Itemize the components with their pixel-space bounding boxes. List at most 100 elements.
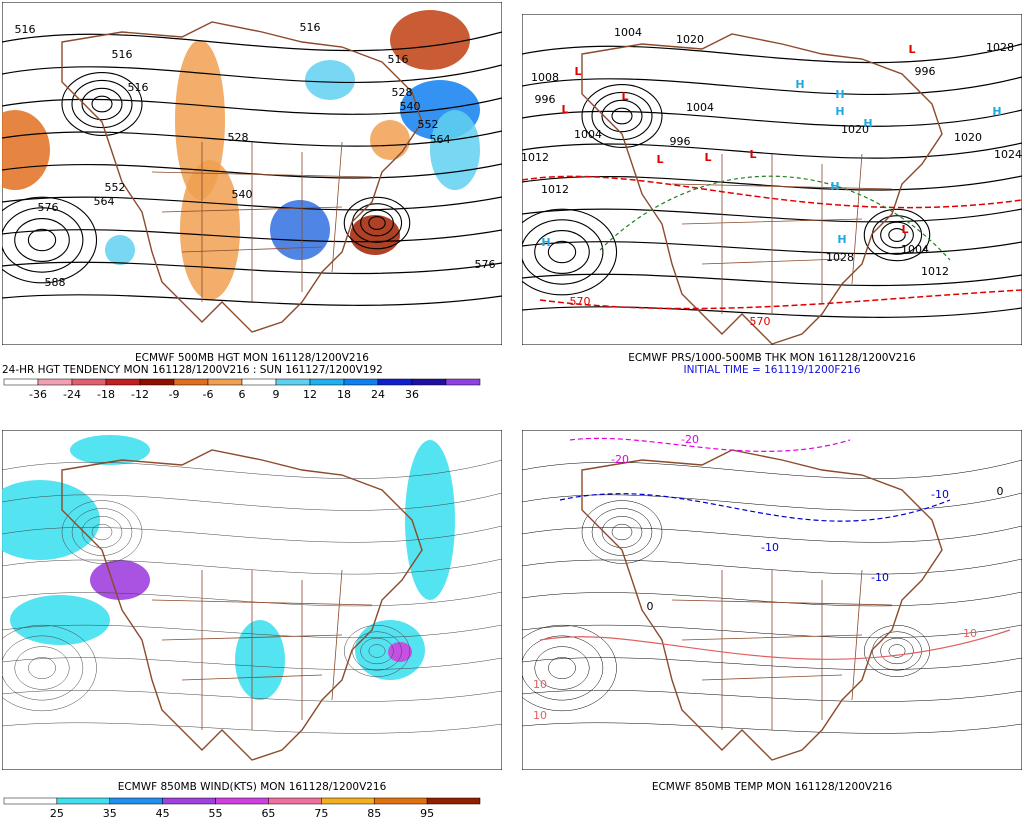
contour-line <box>2 689 502 702</box>
caption: ECMWF 850MB WIND(KTS) MON 161128/1200V21… <box>118 781 387 793</box>
colorbar-segment <box>377 378 413 386</box>
contour-label: 570 <box>570 295 591 308</box>
contour-ring <box>2 624 97 712</box>
tendency-area <box>105 235 135 265</box>
contour-label: 1008 <box>531 71 559 84</box>
temp-line <box>559 493 951 522</box>
contour-line <box>522 273 1022 287</box>
high-marker: H <box>863 117 872 130</box>
colorbar-segment <box>105 378 141 386</box>
colorbar-segment <box>3 378 39 386</box>
contour-label: 576 <box>38 201 59 214</box>
wind-area <box>2 480 100 560</box>
colorbar-segment <box>309 378 345 386</box>
low-marker: L <box>908 43 915 56</box>
contour-ring <box>343 196 411 250</box>
contour-ring <box>81 87 123 121</box>
low-marker: L <box>749 148 756 161</box>
contour-label: -10 <box>931 488 949 501</box>
contour-label: 540 <box>400 100 421 113</box>
contour-ring <box>880 221 914 249</box>
high-marker: H <box>830 180 839 193</box>
colorbar-label: -24 <box>63 388 81 401</box>
contour-ring <box>71 79 133 129</box>
contour-ring <box>2 635 84 701</box>
colorbar-label: 95 <box>420 807 434 819</box>
low-marker: L <box>561 103 568 116</box>
high-marker: H <box>837 233 846 246</box>
map-panel <box>522 430 1022 770</box>
thickness-line <box>539 289 1022 310</box>
map-panel <box>522 14 1022 345</box>
contour-label: 996 <box>670 135 691 148</box>
colorbar-label: 65 <box>261 807 275 819</box>
contour-label: -20 <box>611 453 629 466</box>
contour-label: 996 <box>535 93 556 106</box>
contour-ring <box>611 107 633 125</box>
colorbar-segment <box>268 797 322 805</box>
contour-ring <box>880 637 914 665</box>
contour-ring <box>352 631 402 671</box>
tendency-area <box>175 40 225 200</box>
contour-ring <box>2 207 84 273</box>
colorbar-label: -12 <box>131 388 149 401</box>
colorbar-segment <box>373 797 428 805</box>
contour-label: 1012 <box>521 151 549 164</box>
contour-line <box>2 492 502 511</box>
contour-ring <box>71 508 133 556</box>
colorbar-segment <box>411 378 447 386</box>
contour-ring <box>601 516 643 548</box>
contour-ring <box>368 216 386 230</box>
contour-line <box>2 657 502 670</box>
colorbar-segment <box>275 378 311 386</box>
contour-line <box>522 558 1022 575</box>
contour-label: -10 <box>761 541 779 554</box>
contour-ring <box>81 516 123 548</box>
borders <box>151 569 373 730</box>
thickness-line <box>522 175 1022 209</box>
contour-ring <box>14 218 70 262</box>
coastline <box>581 449 943 761</box>
contour-line <box>522 76 1022 95</box>
contour-label: 1004 <box>901 243 929 256</box>
colorbar-segment <box>321 797 375 805</box>
contour-ring <box>591 508 653 556</box>
contour-label: 1020 <box>954 131 982 144</box>
borders <box>671 153 893 314</box>
colorbar-segment <box>207 378 243 386</box>
contour-ring <box>14 646 70 690</box>
colorbar-label: 36 <box>405 388 419 401</box>
contour-ring <box>581 500 663 564</box>
contour-ring <box>863 208 931 262</box>
contour-line <box>2 722 502 734</box>
contour-label: 552 <box>105 181 126 194</box>
contour-ring <box>368 644 386 658</box>
colorbar-label: 45 <box>156 807 170 819</box>
contour-line <box>522 43 1022 64</box>
low-marker: L <box>574 65 581 78</box>
contour-line <box>2 558 502 575</box>
contour-label: 996 <box>915 65 936 78</box>
tendency-area <box>305 60 355 100</box>
contour-ring <box>91 523 113 541</box>
contour-label: -10 <box>871 571 889 584</box>
contour-label: 1020 <box>841 123 869 136</box>
coastline <box>61 21 423 333</box>
colorbar-segment <box>139 378 175 386</box>
colorbar-segment <box>426 797 481 805</box>
contour-ring <box>91 95 113 113</box>
contour-line <box>2 31 502 52</box>
contour-label: 516 <box>128 81 149 94</box>
colorbar-segment <box>56 797 111 805</box>
contour-ring <box>871 215 923 255</box>
caption: 24-HR HGT TENDENCY MON 161128/1200V216 :… <box>2 364 383 376</box>
contour-label: 1012 <box>541 183 569 196</box>
caption: INITIAL TIME = 161119/1200F216 <box>683 364 860 376</box>
contour-line <box>522 722 1022 734</box>
contour-ring <box>522 624 617 712</box>
high-marker: H <box>795 78 804 91</box>
colorbar-label: 35 <box>103 807 117 819</box>
contour-label: 528 <box>228 131 249 144</box>
wind-area <box>405 440 455 600</box>
